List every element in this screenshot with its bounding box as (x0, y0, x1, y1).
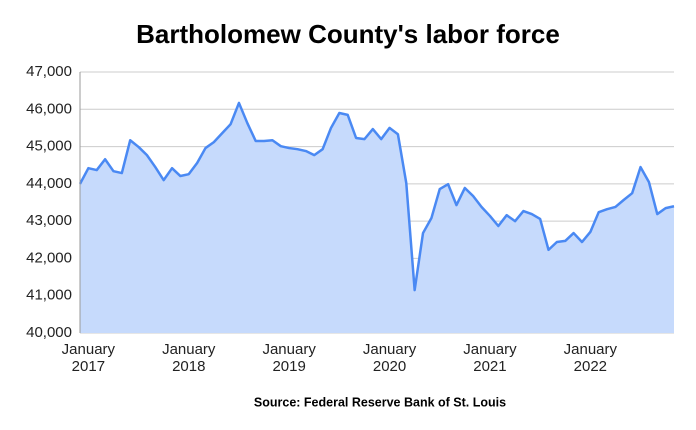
chart-title: Bartholomew County's labor force (136, 19, 560, 49)
area-fill (80, 102, 674, 333)
y-tick-label: 47,000 (26, 63, 72, 80)
source-note: Source: Federal Reserve Bank of St. Loui… (254, 395, 506, 409)
y-tick-label: 44,000 (26, 175, 72, 192)
y-tick-label: 45,000 (26, 138, 72, 155)
x-tick-label: January 2022 (563, 341, 618, 375)
x-tick-label: January 2019 (262, 341, 316, 375)
y-tick-label: 46,000 (26, 100, 72, 117)
x-tick-label: January 2017 (61, 341, 116, 375)
y-tick-label: 43,000 (26, 212, 72, 229)
x-tick-label: January 2018 (162, 341, 216, 375)
y-tick-label: 41,000 (26, 287, 72, 304)
x-tick-label: January 2020 (362, 341, 417, 375)
x-tick-label: January 2021 (463, 341, 517, 375)
y-tick-label: 40,000 (26, 324, 72, 341)
data-line (78, 101, 675, 292)
y-tick-label: 42,000 (26, 249, 72, 266)
